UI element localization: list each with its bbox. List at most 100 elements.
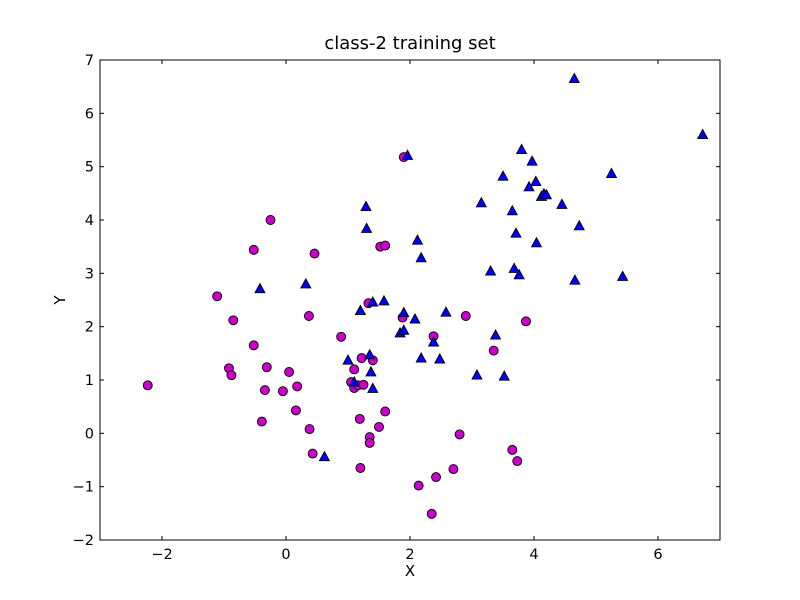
chart-title: class-2 training set [324,33,495,54]
y-tick-label: 2 [85,320,94,336]
triangle-point [360,200,372,212]
triangle-point [342,354,354,365]
x-tick-label: 0 [281,547,290,563]
y-tick-label: 6 [85,106,94,122]
triangle-point [498,370,510,381]
triangle-point [515,143,528,154]
triangle-point [475,196,487,208]
triangle-point [530,175,542,186]
x-tick-label: −2 [151,547,172,563]
circle-point [380,406,391,417]
data-markers [142,72,709,519]
circle-point [413,480,424,491]
triangle-point [367,295,379,307]
triangle-point [364,348,376,360]
triangle-point [409,313,421,324]
circle-point [309,248,320,259]
triangle-point [513,268,525,280]
circle-point [374,421,384,432]
triangle-point [348,375,360,387]
triangle-point [530,236,543,248]
circle-point [460,311,471,321]
y-tick-label: −1 [73,480,94,496]
triangle-point [489,329,502,340]
circle-point [364,437,375,448]
circle-point [454,429,465,440]
circle-point [354,413,365,424]
circle-point [284,367,295,377]
circle-point [355,463,366,473]
y-tick-label: 0 [85,426,94,442]
triangle-point [365,365,377,377]
triangle-point [378,294,390,306]
circle-point [248,244,259,255]
circle-point [349,364,360,375]
circle-point [512,456,523,467]
circle-point [228,315,239,326]
axis-ticks: −2 0 2 4 6 −2 −1 0 1 2 3 4 5 6 7 [73,53,720,563]
circle-point [520,316,531,327]
circle-point [426,508,437,519]
triangle-point [401,149,414,160]
circle-point [336,331,347,342]
circle-point [256,416,267,427]
triangle-point [398,324,410,335]
circle-point [259,385,270,396]
triangle-point [415,351,427,363]
triangle-point [415,251,427,263]
y-tick-label: 1 [85,373,94,389]
circle-point [248,340,259,351]
circle-point [265,215,276,225]
circle-point [431,472,441,483]
y-tick-label: 7 [85,53,94,69]
triangle-point [440,306,452,317]
circle-point [226,370,237,381]
circle-point [507,444,518,455]
triangle-point [510,227,522,238]
triangle-point [568,72,580,84]
triangle-point [398,306,410,318]
y-tick-label: 5 [85,160,94,176]
triangle-point [506,204,518,216]
circle-point [380,240,391,251]
triangle-point [573,219,585,231]
triangle-point [484,265,497,276]
triangle-point [367,382,379,393]
circle-point [303,311,314,321]
triangle-point [605,167,618,178]
circle-point [261,362,272,373]
triangle-point [569,274,581,285]
triangle-point [427,335,440,347]
triangle-point [254,282,266,294]
triangle-point [540,188,553,200]
circle-point [304,424,315,435]
y-tick-label: 3 [85,266,94,282]
triangle-point [354,304,367,316]
circle-point [307,448,318,459]
y-tick-label: −2 [73,533,94,549]
triangle-point [497,170,509,181]
triangle-point [696,128,709,140]
triangle-point [471,369,483,380]
triangle-point [616,270,629,281]
y-tick-label: 4 [85,213,94,229]
triangle-point [434,353,446,364]
triangle-point [360,222,373,233]
circle-point [277,386,288,397]
x-tick-label: 6 [653,547,662,563]
x-tick-label: 2 [405,547,414,563]
circle-point [142,380,153,391]
triangle-point [526,155,538,166]
circle-point [488,345,499,356]
x-tick-label: 4 [529,547,538,563]
triangle-point [508,262,520,273]
circle-point [290,405,301,416]
triangle-point [300,277,312,289]
triangle-point [556,198,568,209]
circle-point [358,379,369,390]
triangle-point [318,450,331,462]
y-axis-label: Y [51,295,69,306]
triangle-point [523,180,535,192]
